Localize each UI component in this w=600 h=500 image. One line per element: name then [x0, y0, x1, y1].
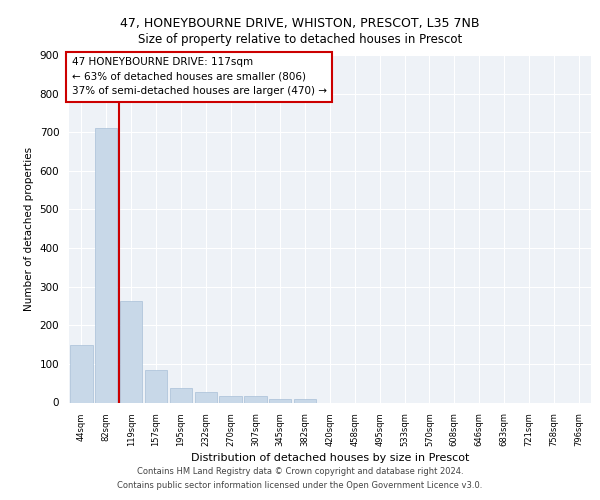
Bar: [269, 398, 292, 402]
Text: Contains public sector information licensed under the Open Government Licence v3: Contains public sector information licen…: [118, 481, 482, 490]
Bar: [194, 392, 217, 402]
Bar: [170, 388, 192, 402]
Bar: [95, 128, 118, 402]
Text: 47, HONEYBOURNE DRIVE, WHISTON, PRESCOT, L35 7NB: 47, HONEYBOURNE DRIVE, WHISTON, PRESCOT,…: [120, 18, 480, 30]
Y-axis label: Number of detached properties: Number of detached properties: [24, 146, 34, 311]
Bar: [244, 396, 266, 402]
Text: Size of property relative to detached houses in Prescot: Size of property relative to detached ho…: [138, 32, 462, 46]
Bar: [220, 396, 242, 402]
Bar: [145, 370, 167, 402]
Bar: [70, 344, 92, 403]
X-axis label: Distribution of detached houses by size in Prescot: Distribution of detached houses by size …: [191, 453, 469, 463]
Bar: [120, 301, 142, 402]
Text: 47 HONEYBOURNE DRIVE: 117sqm
← 63% of detached houses are smaller (806)
37% of s: 47 HONEYBOURNE DRIVE: 117sqm ← 63% of de…: [71, 56, 326, 96]
Bar: [294, 398, 316, 402]
Text: Contains HM Land Registry data © Crown copyright and database right 2024.: Contains HM Land Registry data © Crown c…: [137, 467, 463, 476]
